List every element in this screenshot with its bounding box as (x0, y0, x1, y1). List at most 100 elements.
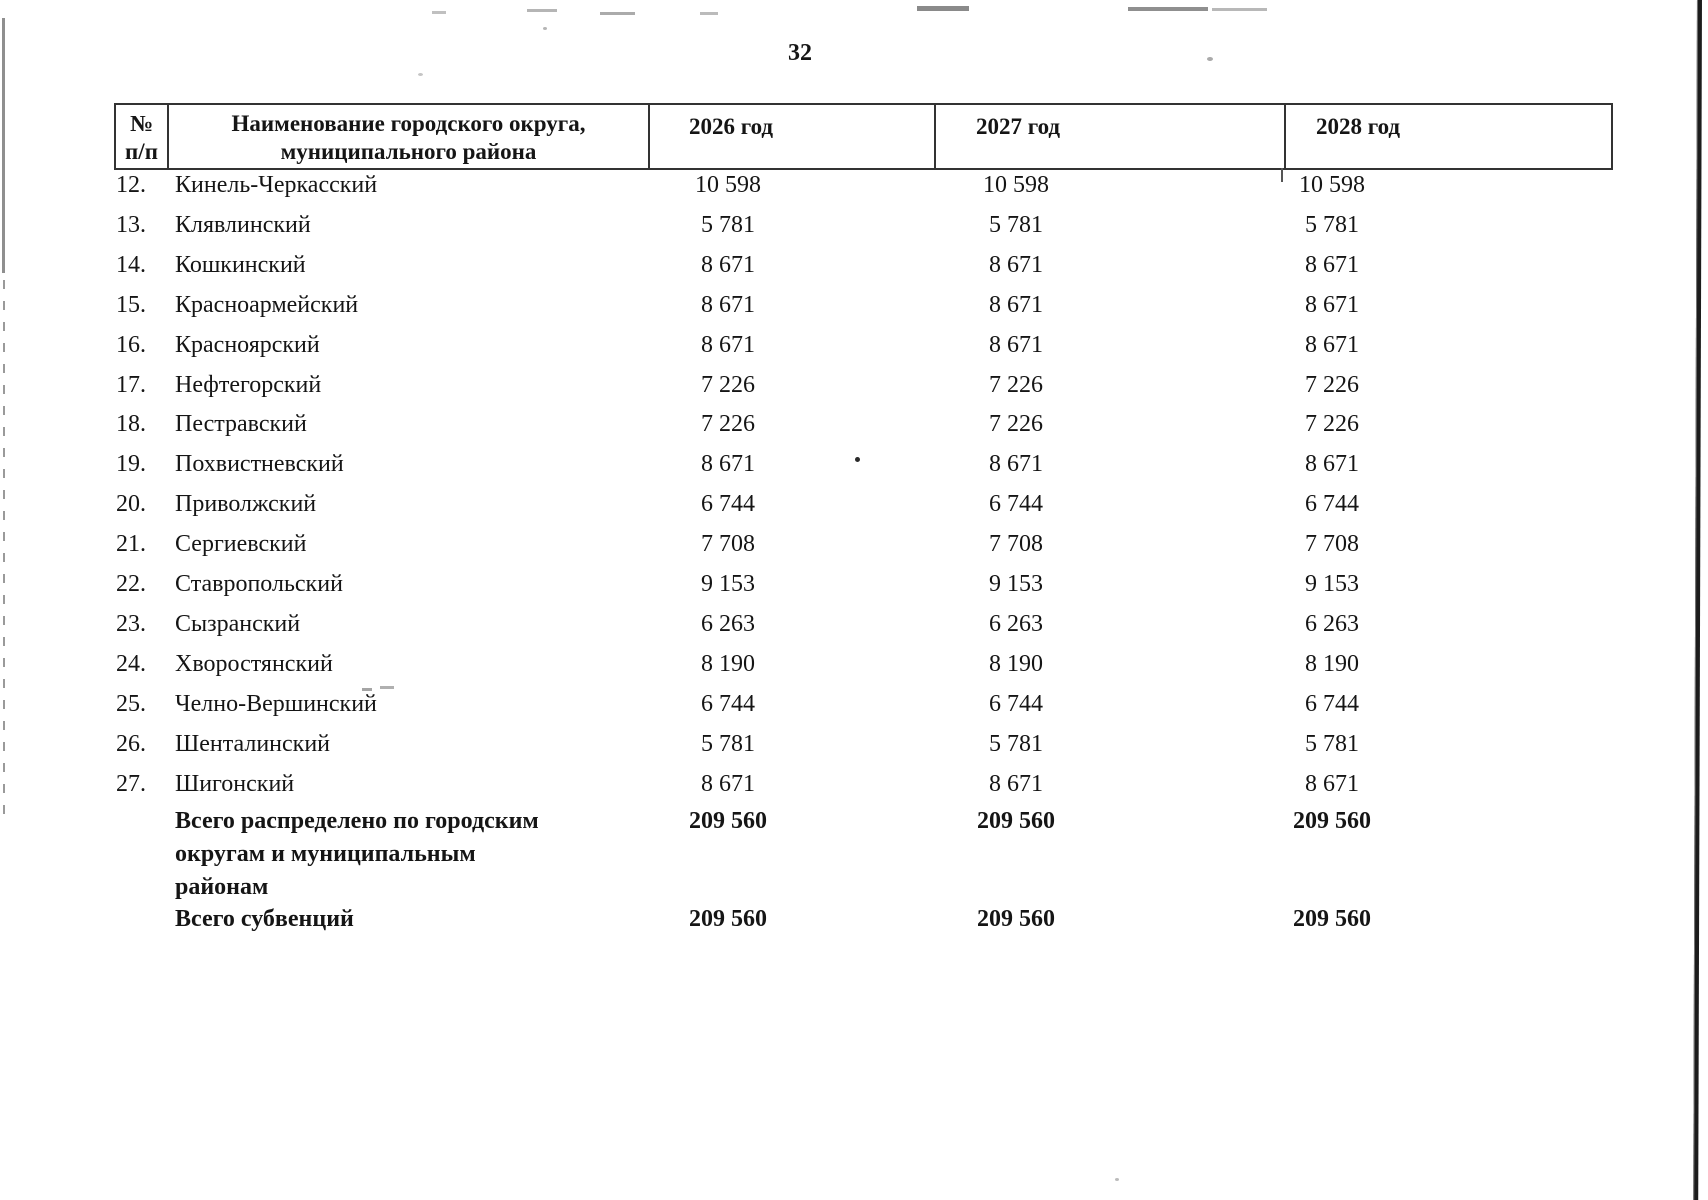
value-2026: 8 671 (701, 291, 755, 318)
header-col-2028: 2028 год (1284, 105, 1615, 168)
district-name: Приволжский (175, 491, 317, 518)
page-number: 32 (788, 40, 812, 66)
total-distributed-label: Всего распределено по городским округам … (175, 808, 539, 900)
scan-artifact-divider-tail (1281, 168, 1283, 182)
table-row: 24. Хворостянский 8 190 8 190 8 190 (0, 644, 1708, 684)
table-header: № п/п Наименование городского округа, му… (114, 103, 1613, 170)
value-2027: 8 671 (989, 251, 1043, 278)
value-2026: 6 744 (701, 690, 755, 717)
table-row: 23. Сызранский 6 263 6 263 6 263 (0, 604, 1708, 644)
value-2026: 10 598 (695, 172, 761, 198)
value-2028: 7 226 (1305, 411, 1359, 438)
value-2026: 5 781 (701, 730, 755, 757)
table-row: 19. Похвистневский 8 671 8 671 8 671 (0, 444, 1708, 484)
value-2026: 8 190 (701, 650, 755, 677)
value-2027: 7 226 (989, 371, 1043, 398)
table-row: 16. Красноярский 8 671 8 671 8 671 (0, 325, 1708, 365)
total-subventions-2026: 209 560 (689, 906, 767, 932)
district-name: Кошкинский (175, 251, 306, 278)
scan-artifact-speck (362, 688, 372, 691)
district-name: Красноярский (175, 331, 320, 358)
value-2028: 8 671 (1305, 251, 1359, 278)
row-number: 20. (116, 491, 146, 518)
table-row: 27. Шигонский 8 671 8 671 8 671 (0, 764, 1708, 804)
value-2026: 7 708 (701, 531, 755, 558)
header-col-2027: 2027 год (934, 105, 1284, 168)
table-row: 14. Кошкинский 8 671 8 671 8 671 (0, 245, 1708, 285)
row-number: 25. (116, 690, 146, 717)
value-2027: 7 226 (989, 411, 1043, 438)
district-name: Ставропольский (175, 571, 343, 597)
row-number: 14. (116, 251, 146, 278)
district-name: Сергиевский (175, 531, 307, 558)
row-number: 18. (116, 411, 146, 438)
scan-artifact-speck (418, 73, 423, 76)
value-2026: 8 671 (701, 451, 755, 478)
value-2027: 8 671 (989, 331, 1043, 358)
table-row: 17. Нефтегорский 7 226 7 226 7 226 (0, 365, 1708, 405)
scan-artifact-speck (432, 11, 446, 14)
district-name: Похвистневский (175, 451, 344, 478)
scan-artifact-top-dash (917, 6, 969, 11)
value-2028: 8 671 (1305, 770, 1359, 797)
total-distributed-2027: 209 560 (977, 808, 1055, 834)
row-number: 22. (116, 571, 146, 597)
value-2026: 7 226 (701, 411, 755, 438)
row-number: 23. (116, 610, 146, 637)
value-2028: 8 190 (1305, 650, 1359, 677)
table-row: 26. Шенталинский 5 781 5 781 5 781 (0, 724, 1708, 764)
value-2027: 5 781 (989, 730, 1043, 757)
scan-artifact-speck (543, 27, 547, 30)
row-number: 12. (116, 172, 146, 198)
value-2026: 8 671 (701, 770, 755, 797)
scan-artifact-speck (1115, 1178, 1119, 1181)
total-subventions-label: Всего субвенций (175, 906, 354, 932)
value-2027: 10 598 (983, 172, 1049, 198)
district-name: Шигонский (175, 770, 295, 797)
value-2027: 8 671 (989, 291, 1043, 318)
table-row: 15. Красноармейский 8 671 8 671 8 671 (0, 285, 1708, 325)
district-name: Пестравский (175, 411, 307, 438)
row-number: 21. (116, 531, 146, 558)
scan-artifact-top-dash (600, 12, 635, 15)
district-name: Нефтегорский (175, 371, 322, 398)
scan-artifact-speck (380, 686, 394, 689)
value-2026: 9 153 (701, 571, 755, 597)
value-2028: 8 671 (1305, 451, 1359, 478)
row-number: 16. (116, 331, 146, 358)
table-row: 12. Кинель-Черкасский 10 598 10 598 10 598 (0, 165, 1708, 205)
row-number: 24. (116, 650, 146, 677)
scan-artifact-speck (1207, 57, 1213, 61)
value-2028: 6 263 (1305, 610, 1359, 637)
row-number: 13. (116, 211, 146, 238)
value-2026: 7 226 (701, 371, 755, 398)
scan-artifact-top-dash (1212, 8, 1267, 11)
value-2028: 5 781 (1305, 211, 1359, 238)
total-subventions-2027: 209 560 (977, 906, 1055, 932)
value-2026: 8 671 (701, 331, 755, 358)
table-row: 13. Клявлинский 5 781 5 781 5 781 (0, 205, 1708, 245)
value-2028: 10 598 (1299, 172, 1365, 198)
total-distributed-2026: 209 560 (689, 808, 767, 834)
value-2026: 5 781 (701, 211, 755, 238)
total-subventions-2028: 209 560 (1293, 906, 1371, 932)
value-2027: 8 671 (989, 451, 1043, 478)
district-name: Клявлинский (175, 211, 311, 238)
value-2028: 6 744 (1305, 690, 1359, 717)
table-row: 20. Приволжский 6 744 6 744 6 744 (0, 484, 1708, 524)
value-2027: 6 744 (989, 690, 1043, 717)
district-name: Хворостянский (175, 650, 333, 677)
row-number: 17. (116, 371, 146, 398)
scan-artifact-dot (855, 457, 860, 462)
value-2028: 8 671 (1305, 291, 1359, 318)
value-2027: 8 190 (989, 650, 1043, 677)
row-number: 26. (116, 730, 146, 757)
table-row: 22. Ставропольский 9 153 9 153 9 153 (0, 564, 1708, 604)
value-2027: 5 781 (989, 211, 1043, 238)
value-2028: 5 781 (1305, 730, 1359, 757)
row-number: 27. (116, 770, 146, 797)
value-2027: 9 153 (989, 571, 1043, 597)
scan-artifact-top-dash (700, 12, 718, 15)
scan-artifact-left-line (2, 18, 5, 273)
total-distributed-2028: 209 560 (1293, 808, 1371, 834)
